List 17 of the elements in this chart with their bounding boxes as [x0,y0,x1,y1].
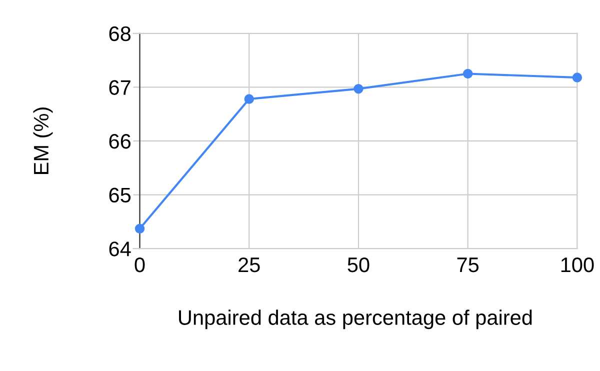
y-axis-title: EM (%) [33,108,53,174]
x-tick-label: 75 [457,258,479,272]
y-tick-label: 68 [109,26,131,42]
point [572,72,582,82]
y-tick-label: 64 [109,242,131,256]
x-tick-label: 50 [348,257,370,272]
x-axis-title: Unpaired data as percentage of paired [179,310,532,330]
y-tick-label: 66 [109,134,131,149]
x-tick-label: 0 [134,257,145,272]
point [354,84,364,94]
y-tick-label: 65 [109,188,131,203]
point [244,94,254,104]
point [462,68,473,79]
point [134,224,145,234]
x-tick-label: 100 [561,257,594,272]
y-tick-label: 67 [109,80,130,95]
x-tick-label: 25 [238,257,260,272]
